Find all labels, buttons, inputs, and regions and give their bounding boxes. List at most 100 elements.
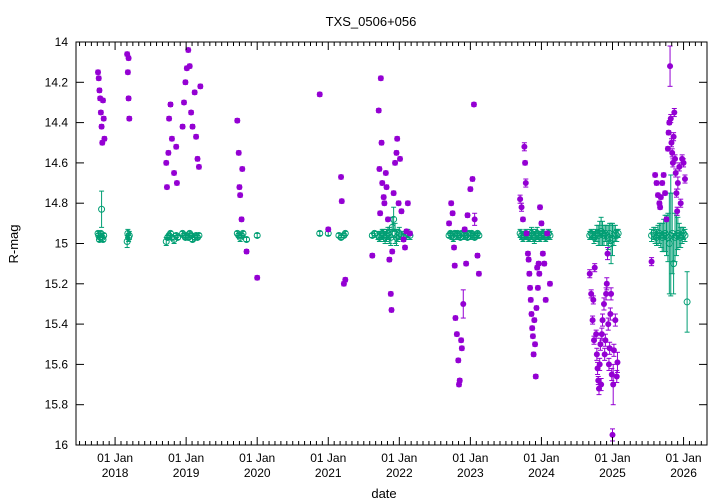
- x-tick-label: 01 Jan: [594, 451, 630, 465]
- target-point: [469, 176, 476, 183]
- target-point: [235, 149, 242, 156]
- target-point: [398, 208, 405, 215]
- target-point: [452, 315, 459, 322]
- target-point: [173, 180, 180, 187]
- target-point: [517, 194, 524, 204]
- target-point: [677, 198, 684, 208]
- target-point: [451, 244, 458, 251]
- target-point: [377, 210, 384, 217]
- target-point: [394, 135, 401, 142]
- target-point: [671, 107, 678, 118]
- x-tick-label-year: 2026: [670, 466, 697, 480]
- target-point: [648, 257, 655, 267]
- target-point: [369, 252, 376, 259]
- target-point: [397, 155, 404, 162]
- x-tick-label: 01 Jan: [168, 451, 204, 465]
- target-point: [455, 357, 462, 364]
- target-point: [659, 180, 666, 187]
- y-tick-label: 14: [55, 35, 69, 49]
- comparison-point: [98, 190, 106, 228]
- target-point: [607, 307, 614, 321]
- target-point: [402, 244, 409, 251]
- comparison-point: [614, 228, 622, 238]
- target-point: [471, 212, 478, 226]
- target-point: [325, 226, 332, 233]
- x-tick-label: 01 Jan: [523, 451, 559, 465]
- target-point: [100, 115, 107, 122]
- target-point: [446, 220, 453, 227]
- x-tick-label-year: 2025: [599, 466, 626, 480]
- y-tick-label: 15: [55, 237, 69, 251]
- comparison-point: [239, 229, 247, 237]
- target-point: [191, 89, 198, 96]
- target-point: [236, 184, 243, 191]
- comparison-point: [125, 230, 133, 240]
- chart-title: TXS_0506+056: [326, 14, 417, 29]
- x-tick-label: 01 Jan: [452, 451, 488, 465]
- target-point: [379, 180, 386, 187]
- target-point: [657, 204, 664, 211]
- target-point: [586, 269, 593, 279]
- target-point: [612, 313, 619, 327]
- target-point: [652, 171, 659, 178]
- target-point: [243, 248, 250, 255]
- target-point: [456, 377, 463, 384]
- target-point: [125, 55, 132, 62]
- target-point: [669, 148, 676, 158]
- target-point: [673, 188, 680, 198]
- target-point: [95, 69, 102, 76]
- target-point: [667, 45, 674, 87]
- target-point: [522, 178, 529, 188]
- target-point: [165, 149, 172, 156]
- target-point: [382, 169, 389, 176]
- target-point: [665, 129, 672, 136]
- target-point: [521, 142, 528, 152]
- target-point: [524, 250, 531, 257]
- target-point: [182, 79, 189, 86]
- target-point: [519, 216, 526, 223]
- target-point: [474, 252, 481, 259]
- target-point: [167, 101, 174, 108]
- target-point: [535, 260, 542, 267]
- target-point: [100, 97, 107, 104]
- target-point: [381, 200, 388, 207]
- target-series: [95, 45, 688, 442]
- target-point: [601, 347, 608, 361]
- plot-axes: 14 14.2 14.4 14.6 14.8 15 15.2 15.4 15.6 15.8 16 01…: [45, 35, 708, 480]
- target-point: [680, 158, 687, 168]
- target-point: [463, 260, 470, 267]
- target-point: [197, 83, 204, 90]
- y-tick-label: 15.4: [45, 317, 69, 331]
- target-point: [672, 154, 679, 164]
- target-point: [603, 277, 610, 291]
- target-point: [461, 226, 468, 233]
- target-point: [168, 135, 175, 142]
- target-point: [542, 296, 549, 303]
- target-point: [672, 168, 679, 178]
- target-point: [544, 230, 551, 237]
- y-tick-label: 14.6: [45, 156, 69, 170]
- comparison-point: [253, 231, 261, 239]
- y-tick-label: 14.2: [45, 75, 69, 89]
- target-point: [376, 165, 383, 172]
- target-point: [602, 333, 609, 347]
- target-point: [124, 69, 131, 76]
- target-point: [98, 123, 105, 130]
- target-point: [670, 132, 677, 142]
- target-point: [527, 296, 534, 303]
- target-point: [126, 115, 133, 122]
- target-point: [188, 109, 195, 116]
- x-tick-label-year: 2022: [386, 466, 413, 480]
- target-point: [448, 200, 455, 207]
- target-point: [605, 357, 612, 371]
- target-point: [532, 341, 539, 348]
- target-point: [171, 169, 178, 176]
- target-point: [610, 343, 617, 357]
- target-point: [390, 190, 397, 197]
- target-point: [604, 247, 611, 261]
- target-point: [590, 295, 597, 305]
- target-point: [608, 287, 615, 301]
- target-point: [388, 306, 395, 313]
- x-tick-label-year: 2018: [102, 466, 129, 480]
- target-point: [377, 75, 384, 82]
